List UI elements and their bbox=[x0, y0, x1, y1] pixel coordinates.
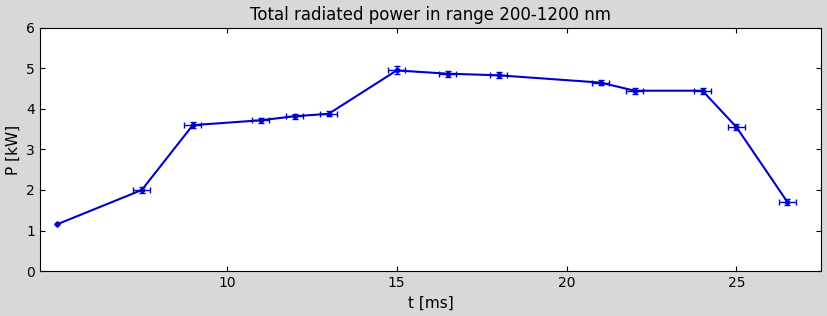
Title: Total radiated power in range 200-1200 nm: Total radiated power in range 200-1200 n… bbox=[250, 6, 611, 24]
Y-axis label: P [kW]: P [kW] bbox=[6, 125, 21, 174]
X-axis label: t [ms]: t [ms] bbox=[408, 295, 453, 310]
